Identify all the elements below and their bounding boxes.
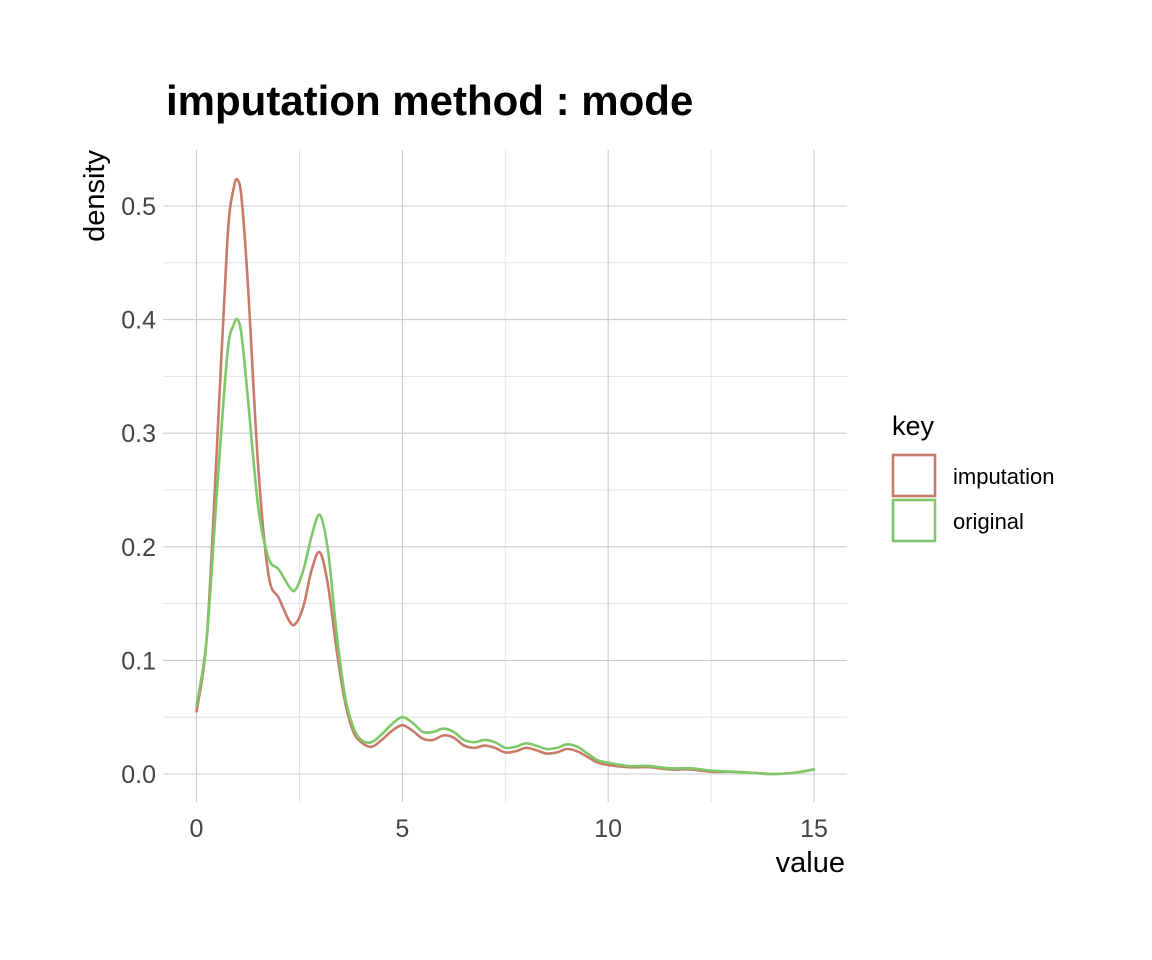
legend-label-original: original <box>953 509 1024 534</box>
y-tick-label: 0.4 <box>121 307 156 335</box>
legend-label-imputation: imputation <box>953 464 1055 489</box>
y-tick-label: 0.5 <box>121 193 156 221</box>
x-tick-label: 15 <box>800 815 828 843</box>
y-axis-title: density <box>79 150 111 242</box>
major-gridlines <box>163 150 847 802</box>
x-tick-label: 0 <box>190 815 204 843</box>
chart-title: imputation method : mode <box>166 77 693 124</box>
y-tick-label: 0.3 <box>121 420 156 448</box>
legend-title: key <box>892 411 935 441</box>
y-tick-label: 0.1 <box>121 647 156 675</box>
minor-gridlines <box>163 150 847 802</box>
x-axis-title: value <box>776 847 845 879</box>
legend-items: imputation original <box>891 453 1055 543</box>
series-lines <box>195 177 816 776</box>
x-tick-label: 10 <box>594 815 622 843</box>
legend-key-imputation <box>891 453 937 498</box>
series-line-imputation <box>195 177 816 776</box>
y-axis-tick-labels: 0.0 0.1 0.2 0.3 0.4 0.5 <box>121 193 156 789</box>
legend: key imputation original <box>891 411 1055 543</box>
y-tick-label: 0.0 <box>121 761 156 789</box>
series-line-original <box>195 317 816 776</box>
x-tick-label: 5 <box>395 815 409 843</box>
y-tick-label: 0.2 <box>121 534 156 562</box>
x-axis-tick-labels: 0 5 10 15 <box>190 815 828 843</box>
legend-key-original <box>891 498 937 543</box>
